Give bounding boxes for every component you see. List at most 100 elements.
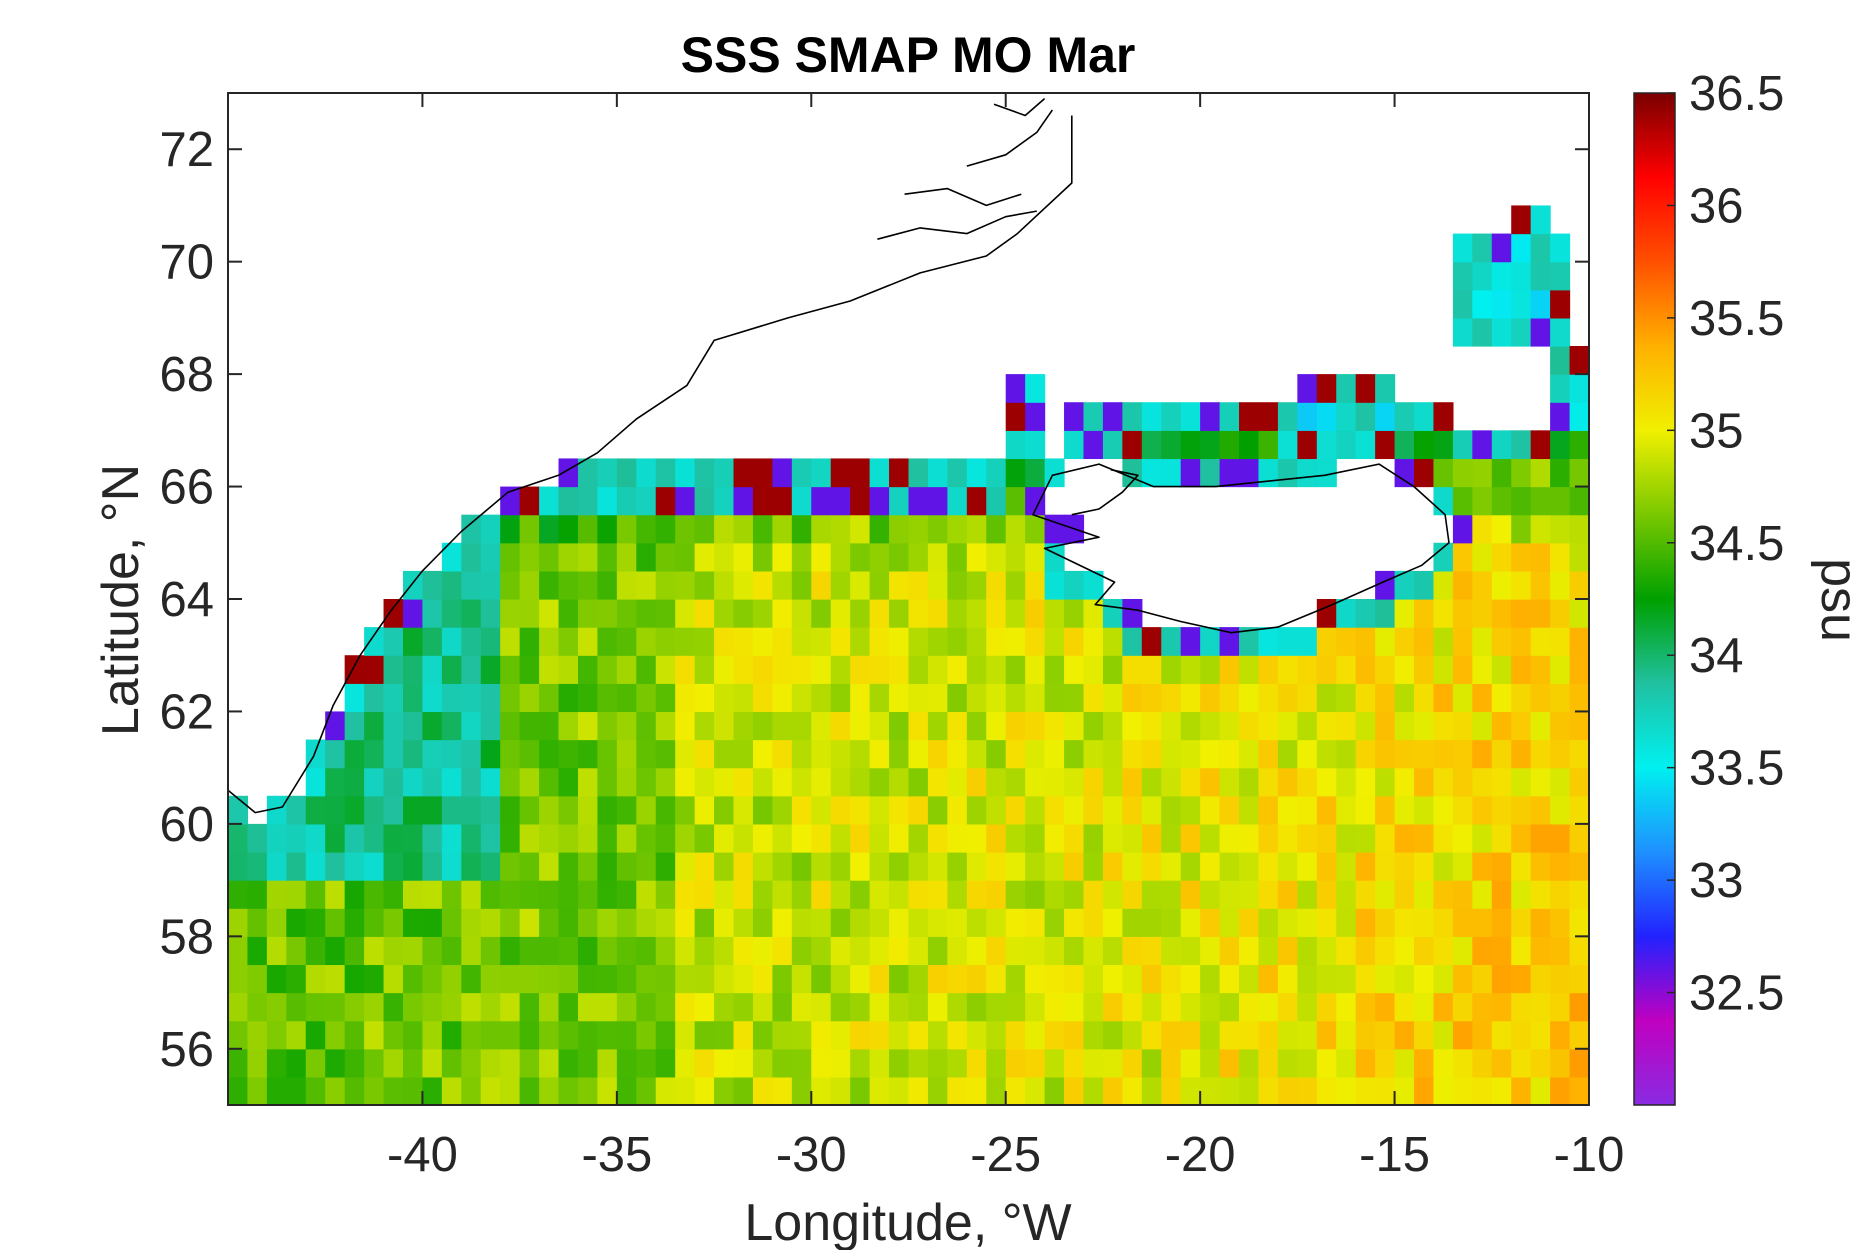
salinity-cell xyxy=(519,964,540,994)
salinity-cell xyxy=(733,570,754,600)
salinity-cell xyxy=(1530,514,1551,544)
salinity-cell xyxy=(1569,655,1589,684)
salinity-cell xyxy=(1336,767,1357,797)
salinity-cell xyxy=(1530,739,1551,769)
salinity-cell xyxy=(441,542,462,572)
salinity-cell xyxy=(1102,627,1123,656)
salinity-cell xyxy=(1414,880,1435,909)
salinity-cell xyxy=(636,795,657,825)
salinity-cell xyxy=(1511,683,1532,713)
salinity-cell xyxy=(558,599,579,628)
salinity-cell xyxy=(811,767,832,797)
salinity-cell xyxy=(1316,964,1337,994)
salinity-cell xyxy=(480,880,501,909)
salinity-cell xyxy=(811,823,832,853)
salinity-cell xyxy=(1569,795,1589,825)
salinity-cell xyxy=(1511,711,1532,741)
salinity-cell xyxy=(480,908,501,937)
salinity-cell xyxy=(1394,880,1415,909)
salinity-cell xyxy=(927,570,948,600)
salinity-cell xyxy=(1161,767,1182,797)
salinity-cell xyxy=(1258,655,1279,684)
salinity-cell xyxy=(1102,402,1123,431)
salinity-cell xyxy=(480,767,501,797)
salinity-cell xyxy=(1491,1048,1512,1078)
salinity-cell xyxy=(1433,1076,1454,1105)
salinity-cell xyxy=(752,936,773,966)
salinity-cell xyxy=(597,1048,618,1078)
salinity-cell xyxy=(616,964,637,994)
salinity-cell xyxy=(539,936,560,966)
salinity-cell xyxy=(927,880,948,909)
salinity-cell xyxy=(1569,936,1589,966)
salinity-cell xyxy=(1083,627,1104,656)
salinity-cell xyxy=(383,795,404,825)
salinity-cell xyxy=(772,542,793,572)
salinity-cell xyxy=(519,1048,540,1078)
salinity-cell xyxy=(1530,992,1551,1022)
colorbar-tick-label: 36.5 xyxy=(1689,67,1784,121)
salinity-cell xyxy=(927,908,948,937)
salinity-cell xyxy=(752,655,773,684)
salinity-cell xyxy=(791,486,812,516)
salinity-cell xyxy=(1355,1020,1376,1050)
salinity-cell xyxy=(1180,880,1201,909)
salinity-cell xyxy=(1550,880,1571,909)
salinity-cell xyxy=(383,823,404,853)
salinity-cell xyxy=(1550,627,1571,656)
salinity-cell xyxy=(694,852,715,881)
salinity-cell xyxy=(1375,852,1396,881)
salinity-cell xyxy=(1064,795,1085,825)
salinity-cell xyxy=(461,767,482,797)
salinity-cell xyxy=(869,486,890,516)
salinity-cell xyxy=(597,1076,618,1105)
salinity-cell xyxy=(1433,430,1454,460)
salinity-cell xyxy=(1239,1076,1260,1105)
salinity-cell xyxy=(947,514,968,544)
salinity-cell xyxy=(752,1076,773,1105)
salinity-cell xyxy=(1161,1020,1182,1050)
salinity-cell xyxy=(1472,1020,1493,1050)
salinity-cell xyxy=(1394,823,1415,853)
salinity-cell xyxy=(1433,880,1454,909)
salinity-cell xyxy=(714,739,735,769)
salinity-cell xyxy=(733,599,754,628)
salinity-cell xyxy=(422,1048,443,1078)
salinity-cell xyxy=(1394,992,1415,1022)
salinity-cell xyxy=(1569,767,1589,797)
salinity-cell xyxy=(1025,627,1046,656)
salinity-cell xyxy=(1472,852,1493,881)
salinity-cell xyxy=(1472,514,1493,544)
salinity-cell xyxy=(1083,992,1104,1022)
salinity-cell xyxy=(908,542,929,572)
salinity-cell xyxy=(1472,458,1493,488)
salinity-cell xyxy=(325,1048,346,1078)
salinity-cell xyxy=(986,514,1007,544)
salinity-cell xyxy=(558,458,579,488)
salinity-cell xyxy=(1472,711,1493,741)
salinity-cell xyxy=(286,823,307,853)
salinity-cell xyxy=(480,823,501,853)
salinity-cell xyxy=(441,627,462,656)
salinity-cell xyxy=(1025,486,1046,516)
x-tick-label: -25 xyxy=(970,1128,1041,1182)
salinity-cell xyxy=(364,683,385,713)
salinity-cell xyxy=(597,908,618,937)
salinity-cell xyxy=(616,542,637,572)
salinity-cell xyxy=(947,823,968,853)
salinity-cell xyxy=(1550,823,1571,853)
salinity-cell xyxy=(675,795,696,825)
salinity-cell xyxy=(1316,767,1337,797)
salinity-cell xyxy=(558,767,579,797)
salinity-cell xyxy=(1433,486,1454,516)
salinity-cell xyxy=(1336,374,1357,403)
salinity-cell xyxy=(1491,964,1512,994)
salinity-cell xyxy=(1277,711,1298,741)
salinity-cell xyxy=(1083,402,1104,431)
salinity-cell xyxy=(305,1076,326,1105)
salinity-cell xyxy=(228,992,249,1022)
salinity-cell xyxy=(1550,852,1571,881)
salinity-cell xyxy=(519,570,540,600)
salinity-cell xyxy=(480,542,501,572)
salinity-cell xyxy=(1044,795,1065,825)
